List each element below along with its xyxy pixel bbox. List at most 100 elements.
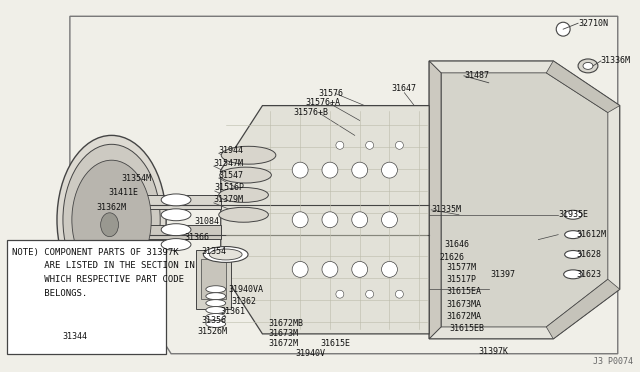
Ellipse shape: [206, 299, 226, 307]
Text: 31547M: 31547M: [214, 159, 244, 168]
Text: 31673MA: 31673MA: [446, 299, 481, 309]
Circle shape: [292, 212, 308, 228]
Ellipse shape: [219, 187, 268, 202]
Ellipse shape: [57, 135, 166, 304]
Text: 31623: 31623: [576, 270, 601, 279]
Polygon shape: [547, 279, 620, 339]
Ellipse shape: [564, 270, 582, 279]
Ellipse shape: [330, 138, 410, 158]
Ellipse shape: [204, 247, 248, 262]
Polygon shape: [429, 61, 441, 339]
Ellipse shape: [72, 160, 151, 279]
Circle shape: [365, 290, 374, 298]
Text: 31336M: 31336M: [601, 57, 631, 65]
Text: 31335M: 31335M: [431, 205, 461, 214]
Circle shape: [381, 262, 397, 277]
Circle shape: [322, 262, 338, 277]
Ellipse shape: [206, 307, 226, 314]
Ellipse shape: [330, 174, 410, 194]
Circle shape: [336, 141, 344, 149]
Circle shape: [352, 162, 367, 178]
Text: 31577M: 31577M: [446, 263, 476, 272]
Circle shape: [292, 162, 308, 178]
Ellipse shape: [578, 59, 598, 73]
Circle shape: [322, 162, 338, 178]
Bar: [147, 225, 221, 238]
Circle shape: [396, 141, 403, 149]
Ellipse shape: [583, 62, 593, 69]
Ellipse shape: [209, 249, 242, 260]
Text: 31672M: 31672M: [268, 339, 298, 348]
Ellipse shape: [320, 116, 419, 144]
Text: J3 P0074: J3 P0074: [593, 357, 633, 366]
Text: 31646: 31646: [444, 240, 469, 249]
Ellipse shape: [206, 293, 226, 299]
Polygon shape: [441, 73, 608, 327]
Ellipse shape: [330, 156, 410, 176]
Text: 31673M: 31673M: [268, 329, 298, 339]
Ellipse shape: [320, 134, 419, 162]
Text: 31361: 31361: [221, 307, 246, 315]
Ellipse shape: [355, 155, 385, 235]
Text: 31576+A: 31576+A: [305, 98, 340, 107]
Text: NOTE) COMPONENT PARTS OF 31397K: NOTE) COMPONENT PARTS OF 31397K: [12, 247, 179, 257]
Text: 31628: 31628: [576, 250, 601, 259]
Ellipse shape: [330, 192, 410, 212]
Text: 21626: 21626: [439, 253, 464, 262]
Text: 31612M: 31612M: [576, 230, 606, 239]
Ellipse shape: [221, 146, 276, 164]
Text: 31672MB: 31672MB: [268, 320, 303, 328]
Ellipse shape: [564, 231, 582, 238]
Text: 31487: 31487: [464, 71, 489, 80]
Circle shape: [336, 290, 344, 298]
Ellipse shape: [161, 238, 191, 250]
Text: 31647: 31647: [392, 84, 417, 93]
Ellipse shape: [220, 167, 271, 183]
Text: 31944: 31944: [219, 146, 244, 155]
Ellipse shape: [340, 110, 399, 279]
Text: 31084: 31084: [194, 217, 219, 226]
Circle shape: [322, 212, 338, 228]
Text: 31935E: 31935E: [558, 210, 588, 219]
Circle shape: [365, 141, 374, 149]
Ellipse shape: [564, 250, 582, 259]
Text: 31516P: 31516P: [215, 183, 244, 192]
Text: ARE LISTED IN THE SECTION IN: ARE LISTED IN THE SECTION IN: [12, 262, 195, 270]
Ellipse shape: [161, 224, 191, 235]
Text: 31526M: 31526M: [197, 327, 227, 336]
Text: 31940VA: 31940VA: [228, 285, 264, 294]
Text: 31379M: 31379M: [214, 195, 244, 204]
Ellipse shape: [564, 210, 582, 219]
Bar: [147, 195, 221, 209]
Text: 31362M: 31362M: [97, 203, 127, 212]
Circle shape: [556, 22, 570, 36]
Text: BELONGS.: BELONGS.: [12, 289, 88, 298]
Text: 31672MA: 31672MA: [446, 311, 481, 321]
Text: 31576+B: 31576+B: [293, 108, 328, 117]
Text: 31615EB: 31615EB: [449, 324, 484, 333]
Text: 32710N: 32710N: [578, 19, 608, 28]
Bar: [201, 259, 226, 299]
Text: 31940V: 31940V: [295, 349, 325, 358]
Text: 31517P: 31517P: [446, 275, 476, 284]
Bar: [196, 250, 230, 309]
Ellipse shape: [161, 209, 191, 221]
Text: 31344: 31344: [62, 332, 87, 341]
Text: 31397K: 31397K: [479, 347, 509, 356]
Circle shape: [352, 262, 367, 277]
Ellipse shape: [100, 213, 118, 237]
Circle shape: [352, 212, 367, 228]
Bar: [7, 240, 166, 354]
Ellipse shape: [219, 207, 268, 222]
Text: 31362: 31362: [232, 296, 257, 306]
Text: 31576: 31576: [318, 89, 343, 98]
Text: 31411E: 31411E: [109, 189, 139, 198]
Text: 31397: 31397: [491, 270, 516, 279]
Ellipse shape: [320, 170, 419, 198]
Text: 31356: 31356: [201, 317, 226, 326]
Text: 31366: 31366: [184, 233, 209, 242]
Ellipse shape: [345, 118, 394, 272]
Polygon shape: [429, 61, 620, 339]
Text: 31354: 31354: [201, 247, 226, 256]
Text: 31547: 31547: [219, 171, 244, 180]
